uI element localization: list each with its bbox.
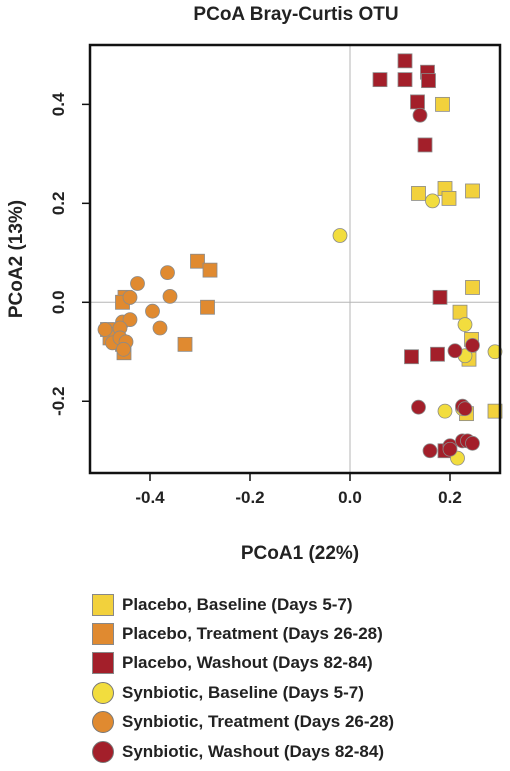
pcoa-scatter-chart: PCoA Bray-Curtis OTU -0.4 -0.2 0.0 0.2 -0.2 0… xyxy=(6,4,503,564)
x-tick-label: -0.4 xyxy=(135,488,165,507)
data-point-circle xyxy=(152,320,168,336)
data-point-square xyxy=(410,94,425,110)
legend-label: Placebo, Treatment (Days 26-28) xyxy=(122,624,383,644)
data-point-circle xyxy=(465,337,480,353)
data-point-square xyxy=(465,183,480,199)
data-point-circle xyxy=(412,107,428,123)
data-point-circle xyxy=(130,276,145,291)
data-point-square xyxy=(200,299,215,315)
legend-circle-marker xyxy=(92,740,114,763)
data-point-circle xyxy=(437,403,453,419)
data-point-square xyxy=(417,137,433,153)
data-point-circle xyxy=(457,401,473,417)
x-tick-label: 0.2 xyxy=(438,488,462,507)
legend-circle-marker xyxy=(92,711,114,734)
data-point-circle xyxy=(442,441,458,457)
legend-item: Synbiotic, Treatment (Days 26-28) xyxy=(92,708,502,737)
legend-label: Placebo, Baseline (Days 5-7) xyxy=(122,594,353,614)
series-4 xyxy=(332,193,503,466)
data-point-square xyxy=(404,349,419,365)
data-points xyxy=(97,53,503,466)
y-tick-label: 0.2 xyxy=(49,192,68,216)
data-point-square xyxy=(202,262,218,278)
data-point-circle xyxy=(425,193,440,209)
y-axis-label: PCoA2 (13%) xyxy=(6,200,27,318)
legend-item: Synbiotic, Washout (Days 82-84) xyxy=(92,737,502,766)
data-point-circle xyxy=(457,317,473,332)
data-point-circle xyxy=(97,322,113,337)
data-point-circle xyxy=(422,443,438,459)
data-point-circle xyxy=(465,435,480,451)
plot-frame xyxy=(88,43,502,475)
data-point-circle xyxy=(122,289,138,305)
y-tick-label: -0.2 xyxy=(49,387,68,416)
series-6 xyxy=(411,107,480,459)
x-tick-label: -0.2 xyxy=(235,488,264,507)
legend-item: Placebo, Treatment (Days 26-28) xyxy=(92,619,502,648)
legend-square-marker xyxy=(92,623,114,646)
data-point-circle xyxy=(160,265,175,281)
legend-label: Synbiotic, Washout (Days 82-84) xyxy=(122,741,384,761)
data-point-circle xyxy=(122,312,138,328)
legend-label: Synbiotic, Baseline (Days 5-7) xyxy=(122,682,364,702)
data-point-circle xyxy=(162,288,178,304)
legend: Placebo, Baseline (Days 5-7) Placebo, Tre… xyxy=(92,590,502,766)
data-point-square xyxy=(421,73,436,89)
legend-item: Placebo, Washout (Days 82-84) xyxy=(92,649,502,678)
data-point-square xyxy=(435,96,450,112)
legend-square-marker xyxy=(92,652,114,675)
data-point-square xyxy=(411,186,426,201)
data-point-square xyxy=(430,346,445,362)
legend-item: Synbiotic, Baseline (Days 5-7) xyxy=(92,678,502,707)
data-point-circle xyxy=(332,228,348,243)
data-point-square xyxy=(372,72,388,88)
y-tick-label: 0.0 xyxy=(49,290,68,314)
data-point-circle xyxy=(487,344,503,360)
data-point-square xyxy=(452,304,468,320)
data-point-square xyxy=(397,53,413,69)
series-5 xyxy=(97,265,178,357)
data-point-square xyxy=(190,253,205,269)
data-point-square xyxy=(432,289,448,305)
reference-lines xyxy=(90,45,500,473)
data-point-circle xyxy=(145,303,160,319)
legend-item: Placebo, Baseline (Days 5-7) xyxy=(92,590,502,619)
axis-ticks: -0.4 -0.2 0.0 0.2 -0.2 0.0 0.2 0.4 xyxy=(49,92,462,507)
data-point-circle xyxy=(411,399,426,415)
data-point-square xyxy=(177,336,193,352)
data-point-square xyxy=(487,403,503,419)
data-point-square xyxy=(465,280,480,295)
x-axis-label: PCoA1 (22%) xyxy=(241,543,359,564)
data-point-square xyxy=(397,72,413,88)
x-tick-label: 0.0 xyxy=(338,488,362,507)
legend-circle-marker xyxy=(92,681,114,704)
series-3 xyxy=(372,53,453,459)
legend-label: Synbiotic, Treatment (Days 26-28) xyxy=(122,712,395,732)
data-point-circle xyxy=(116,341,131,357)
legend-square-marker xyxy=(92,593,114,616)
legend-label: Placebo, Washout (Days 82-84) xyxy=(122,653,373,673)
data-point-square xyxy=(441,190,457,206)
data-point-circle xyxy=(447,343,463,359)
chart-title: PCoA Bray-Curtis OTU xyxy=(193,4,398,25)
y-tick-label: 0.4 xyxy=(49,92,68,116)
